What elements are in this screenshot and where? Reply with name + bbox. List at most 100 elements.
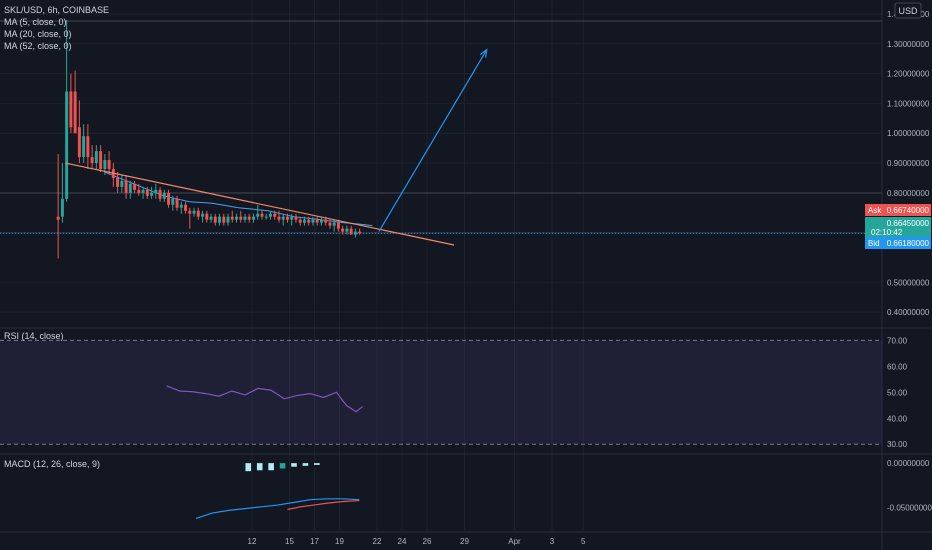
candle-body	[341, 228, 345, 232]
candle-body	[201, 213, 205, 217]
candle-body	[213, 216, 217, 223]
candle-body	[69, 91, 73, 128]
candle-body	[56, 216, 60, 220]
macd-pane[interactable]	[195, 463, 360, 519]
macd-histogram-bar	[314, 463, 320, 465]
candle-body	[154, 189, 158, 193]
descending-trendline	[65, 162, 455, 246]
price-tick-label: 0.80000000	[887, 189, 930, 198]
macd-histogram-bar	[302, 463, 309, 466]
candle-body	[247, 216, 251, 220]
candle-body	[171, 198, 175, 205]
time-tick-label: 22	[373, 537, 382, 546]
candle-body	[281, 216, 285, 220]
macd-histogram-bar	[268, 463, 274, 471]
macd-legend[interactable]: MACD (12, 26, close, 9)	[4, 459, 100, 469]
ma52-legend[interactable]: MA (52, close, 0)	[4, 41, 72, 51]
candle-body	[107, 160, 111, 169]
rsi-tick-label: 50.00	[887, 388, 908, 397]
candle-body	[124, 180, 128, 193]
candle-body	[345, 228, 349, 232]
candle-body	[353, 231, 357, 235]
ask-badge: Ask 0.66740000	[865, 204, 931, 216]
macd-histogram-bar	[245, 463, 252, 472]
candle-body	[336, 222, 340, 229]
rsi-tick-label: 30.00	[887, 440, 908, 449]
candle-body	[328, 222, 332, 226]
candle-body	[358, 231, 362, 234]
candle-body	[256, 213, 260, 217]
candle-body	[196, 210, 200, 217]
last-price-value: 0.66450000	[887, 219, 930, 228]
candle-body	[167, 192, 171, 205]
rsi-band-fill	[0, 340, 882, 445]
macd-tick-label: 0.00000000	[887, 459, 930, 468]
candle-body	[290, 216, 294, 220]
candle-body	[145, 189, 149, 196]
currency-button[interactable]: USD	[894, 2, 922, 19]
time-tick-label: 12	[248, 537, 257, 546]
candle-body	[162, 192, 166, 199]
price-tick-label: 0.40000000	[887, 308, 930, 317]
candle-body	[298, 219, 302, 223]
candle-body	[264, 216, 268, 218]
candle-body	[90, 157, 94, 164]
rsi-line	[166, 385, 363, 413]
rsi-pane[interactable]	[0, 339, 882, 445]
price-tick-label: 1.00000000	[887, 129, 930, 138]
macd-histogram-bar	[256, 463, 263, 471]
candle-body	[60, 198, 64, 217]
candle-body	[294, 216, 298, 220]
time-tick-label: 5	[581, 537, 586, 546]
candle-body	[103, 160, 107, 169]
price-tick-label: 0.50000000	[887, 278, 930, 287]
candle-body	[116, 177, 120, 187]
candle-body	[73, 91, 77, 134]
candle-body	[285, 216, 289, 220]
candle-body	[315, 219, 319, 223]
candle-body	[311, 219, 315, 223]
candle-body	[209, 216, 213, 220]
candle-body	[128, 183, 132, 193]
time-tick-label: 3	[550, 537, 555, 546]
candle-body	[260, 213, 264, 217]
rsi-legend[interactable]: RSI (14, close)	[4, 331, 64, 341]
time-tick-label: 17	[310, 537, 319, 546]
candle-body	[82, 136, 86, 158]
time-tick-label: 29	[460, 537, 469, 546]
macd-histogram-bar	[279, 463, 286, 469]
time-tick-label: Apr	[508, 537, 521, 546]
price-pane[interactable]	[0, 19, 882, 259]
projection-arrow-head	[479, 48, 488, 58]
price-tick-label: 1.30000000	[887, 40, 930, 49]
macd-signal-line	[287, 499, 360, 511]
candle-body	[273, 213, 277, 217]
ma20-legend[interactable]: MA (20, close, 0)	[4, 29, 72, 39]
ask-value: 0.66740000	[887, 206, 930, 215]
ask-label: Ask	[868, 206, 882, 215]
price-tick-label: 1.10000000	[887, 99, 930, 108]
candle-body	[179, 204, 183, 208]
ma5-legend[interactable]: MA (5, close, 0)	[4, 17, 67, 27]
candle-body	[141, 189, 145, 193]
candle-body	[239, 216, 243, 220]
candle-body	[175, 198, 179, 208]
candle-body	[205, 213, 209, 220]
candle-body	[349, 228, 353, 235]
symbol-title: SKL/USD, 6h, COINBASE	[4, 5, 109, 15]
candle-body	[158, 189, 162, 199]
time-tick-label: 19	[335, 537, 344, 546]
time-tick-label: 26	[423, 537, 432, 546]
price-tick-label: 1.20000000	[887, 70, 930, 79]
candle-body	[307, 219, 311, 223]
candle-body	[302, 219, 306, 223]
rsi-tick-label: 40.00	[887, 414, 908, 423]
candle-body	[86, 136, 90, 158]
rsi-tick-label: 60.00	[887, 362, 908, 371]
candle-body	[218, 216, 222, 223]
bid-badge: Bid 0.66180000	[865, 237, 931, 249]
candle-body	[94, 151, 98, 164]
bid-value: 0.66180000	[887, 239, 930, 248]
